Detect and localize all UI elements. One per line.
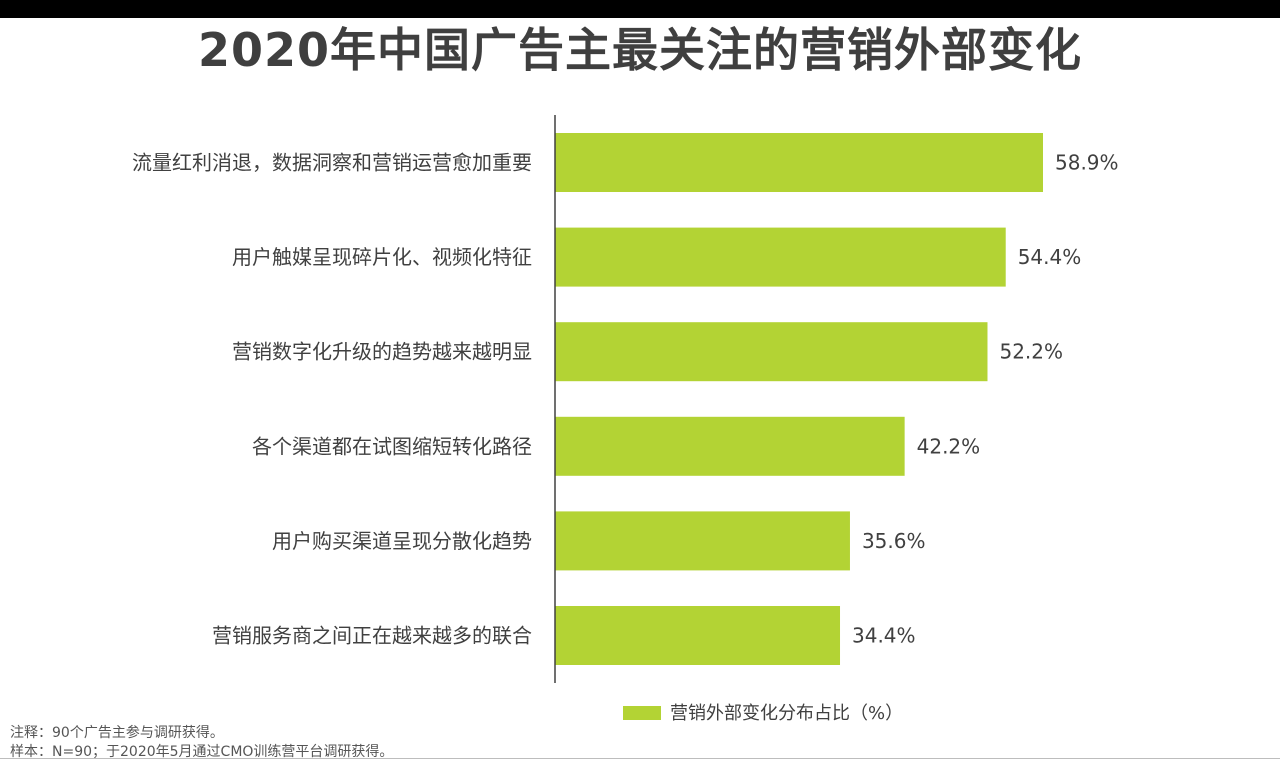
- legend-label: 营销外部变化分布占比（%）: [670, 703, 903, 724]
- data-label: 42.2%: [917, 434, 981, 458]
- data-label: 35.6%: [862, 529, 926, 553]
- legend-swatch: [623, 706, 661, 720]
- category-label: 各个渠道都在试图缩短转化路径: [252, 434, 532, 458]
- sample-text: 样本：N=90；于2020年5月通过CMO训练营平台调研获得。: [10, 744, 394, 760]
- data-label: 54.4%: [1018, 245, 1082, 269]
- category-label: 营销数字化升级的趋势越来越明显: [232, 340, 532, 364]
- bar: [555, 322, 988, 382]
- top-bar: [0, 0, 1280, 18]
- note-text: 注释：90个广告主参与调研获得。: [10, 725, 224, 741]
- category-label: 用户触媒呈现碎片化、视频化特征: [232, 245, 532, 269]
- data-label: 34.4%: [852, 624, 916, 648]
- bar: [555, 416, 905, 476]
- bar: [555, 133, 1043, 192]
- chart-title: 2020年中国广告主最关注的营销外部变化: [197, 23, 1083, 77]
- category-label: 营销服务商之间正在越来越多的联合: [212, 624, 532, 648]
- bar: [555, 227, 1006, 287]
- category-label: 流量红利消退，数据洞察和营销运营愈加重要: [132, 151, 532, 175]
- category-label: 用户购买渠道呈现分散化趋势: [272, 529, 532, 553]
- bottom-divider: [0, 758, 1280, 759]
- data-label: 58.9%: [1055, 151, 1119, 175]
- bar: [555, 511, 850, 571]
- data-label: 52.2%: [999, 340, 1063, 364]
- bar: [555, 606, 841, 665]
